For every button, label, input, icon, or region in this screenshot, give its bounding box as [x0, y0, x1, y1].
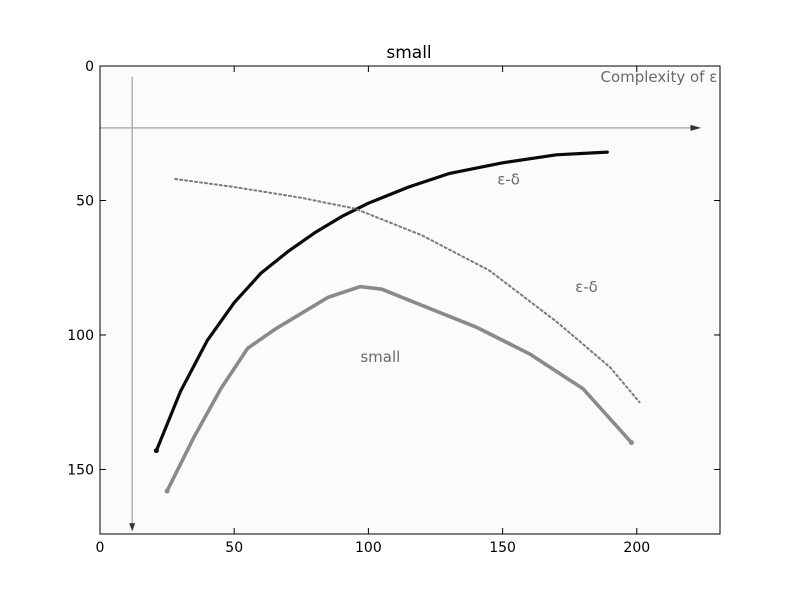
chart-title: small	[386, 43, 431, 63]
series-endpoint-marker	[153, 448, 159, 454]
series-line-dark	[154, 150, 609, 453]
image-annotation: ε-δ	[575, 278, 598, 296]
image-annotation: ε-δ	[497, 170, 520, 188]
y-tick-label: 150	[67, 462, 94, 478]
y-tick-label: 50	[76, 193, 94, 209]
x-axis: 0 50 100 150 200	[96, 66, 650, 556]
image-horizontal-arrowhead	[690, 124, 702, 131]
image-annotation: Complexity of ε	[600, 68, 717, 86]
series-layer	[153, 150, 641, 494]
image-vertical-arrowhead	[129, 523, 136, 532]
series-line-dotted	[174, 178, 641, 404]
x-tick-label: 0	[96, 540, 105, 556]
series-line-gray	[165, 284, 634, 493]
y-tick-label: 100	[67, 328, 94, 344]
x-tick-label: 200	[623, 540, 650, 556]
image-annotation: small	[360, 348, 400, 366]
y-tick-label: 0	[85, 59, 94, 75]
x-tick-label: 100	[355, 540, 382, 556]
x-tick-label: 50	[225, 540, 243, 556]
series-endpoint-marker	[164, 488, 170, 494]
image-content: Complexity of ε small ε-δ ε-δ	[100, 68, 717, 532]
x-tick-label: 150	[489, 540, 516, 556]
series-endpoint-marker	[628, 440, 634, 446]
plot-frame	[99, 65, 721, 535]
y-axis: 0 50 100 150	[67, 59, 720, 478]
